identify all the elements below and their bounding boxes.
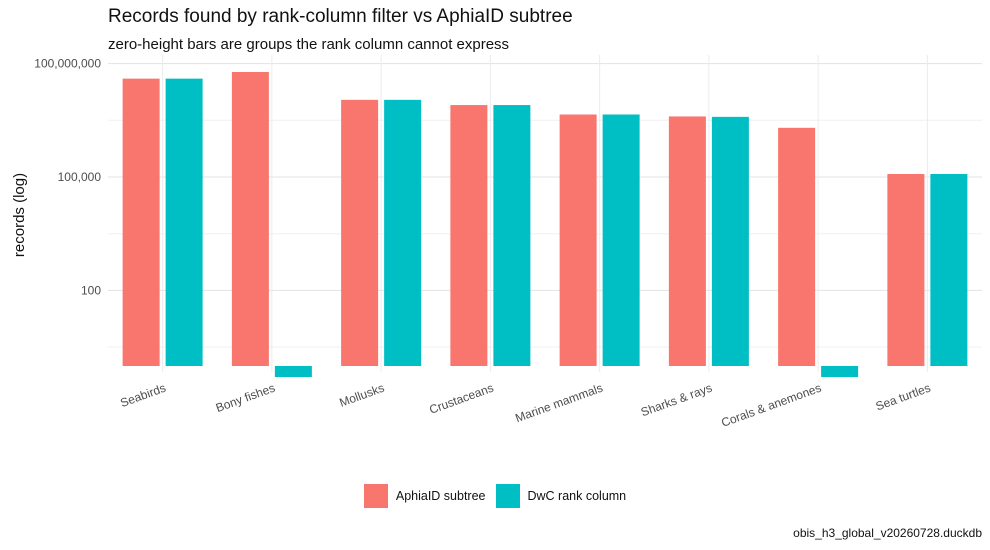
bar [165,78,203,366]
x-tick-label: Crustaceans [427,381,495,417]
y-axis-title: records (log) [11,173,28,257]
legend-label-rank-column: DwC rank column [527,489,627,503]
x-tick-label: Seabirds [118,381,167,410]
x-tick-label: Marine mammals [513,381,604,426]
bar [821,366,859,377]
legend-label-aphiaid: AphiaID subtree [395,489,486,503]
chart-subtitle: zero-height bars are groups the rank col… [108,36,510,53]
y-axis-ticks: 100 100,000 100,000,000 [34,57,101,298]
bar-chart: 100 100,000 100,000,000 Seabirds Bony fishe… [11,55,982,430]
bar [602,114,640,366]
x-tick-label: Bony fishes [214,381,277,415]
legend-swatch-aphiaid [363,484,388,508]
bar [450,105,488,366]
chart-title: Records found by rank-column filter vs A… [108,6,573,27]
bar [493,105,531,366]
bar [122,78,160,366]
legend-item-rank-column: DwC rank column [495,484,627,508]
bar [341,99,379,366]
y-tick-label: 100 [81,283,101,297]
bar [887,174,925,366]
y-tick-label: 100,000 [58,170,102,184]
x-axis-ticks: Seabirds Bony fishes Mollusks Crustaceans Ma… [118,381,932,430]
legend-item-aphiaid: AphiaID subtree [363,484,486,508]
bar [384,99,422,366]
x-tick-label: Sea turtles [874,381,933,414]
bar [930,174,968,366]
legend-swatch-rank-column [495,484,520,508]
chart-caption: obis_h3_global_v20260728.duckdb [793,526,982,540]
bar [559,114,597,366]
legend: AphiaID subtree DwC rank column [0,484,990,508]
bar [668,116,706,366]
y-tick-label: 100,000,000 [34,57,101,71]
x-tick-label: Corals & anemones [719,381,823,430]
x-tick-label: Mollusks [337,381,386,410]
bar [778,127,816,366]
bar [274,366,312,377]
bars [122,71,968,377]
x-tick-label: Sharks & rays [639,381,714,420]
bar [711,116,749,366]
bar [231,71,269,366]
